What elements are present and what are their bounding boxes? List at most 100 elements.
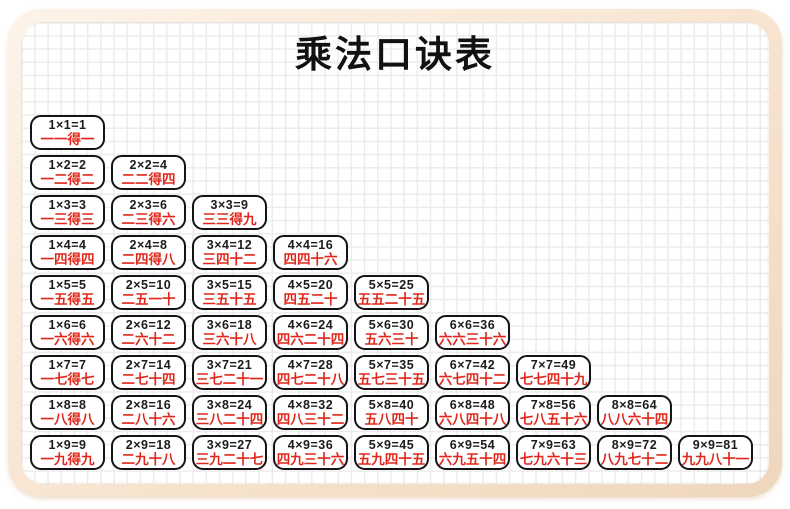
table-row: 1×3=3 一三得三 2×3=6 二三得六 3×3=9 三三得九 — [30, 195, 753, 235]
mnemonic-text: 二九十八 — [121, 452, 176, 467]
equation-text: 2×8=16 — [125, 397, 172, 412]
mnemonic-text: 七九六十三 — [519, 452, 588, 467]
multiplication-cell: 7×9=63 七九六十三 — [516, 435, 591, 470]
equation-text: 4×8=32 — [287, 397, 334, 412]
equation-text: 1×1=1 — [48, 117, 87, 132]
mnemonic-text: 三四十二 — [202, 252, 257, 267]
equation-text: 3×6=18 — [206, 317, 253, 332]
multiplication-cell: 2×4=8 二四得八 — [111, 235, 186, 270]
multiplication-cell: 3×4=12 三四十二 — [192, 235, 267, 270]
equation-text: 3×9=27 — [206, 437, 253, 452]
multiplication-cell: 3×5=15 三五十五 — [192, 275, 267, 310]
mnemonic-text: 八八六十四 — [600, 412, 669, 427]
table-row: 1×1=1 一一得一 — [30, 115, 753, 155]
equation-text: 5×9=45 — [368, 437, 415, 452]
mnemonic-text: 五九四十五 — [357, 452, 426, 467]
equation-text: 6×6=36 — [449, 317, 496, 332]
equation-text: 4×9=36 — [287, 437, 334, 452]
table-row: 1×7=7 一七得七 2×7=14 二七十四 3×7=21 三七二十一 4×7=28 四七二十… — [30, 355, 753, 395]
equation-text: 1×4=4 — [48, 237, 87, 252]
multiplication-cell: 2×6=12 二六十二 — [111, 315, 186, 350]
equation-text: 4×6=24 — [287, 317, 334, 332]
equation-text: 5×7=35 — [368, 357, 415, 372]
multiplication-cell: 1×9=9 一九得九 — [30, 435, 105, 470]
mnemonic-text: 五八四十 — [364, 412, 419, 427]
equation-text: 3×3=9 — [210, 197, 249, 212]
multiplication-cell: 1×5=5 一五得五 — [30, 275, 105, 310]
multiplication-cell: 3×8=24 三八二十四 — [192, 395, 267, 430]
multiplication-cell: 2×3=6 二三得六 — [111, 195, 186, 230]
multiplication-grid: 1×1=1 一一得一 1×2=2 一二得二 2×2=4 二二得四 1×3=3 一三得三 2×3=… — [30, 115, 753, 475]
multiplication-cell: 1×4=4 一四得四 — [30, 235, 105, 270]
table-row: 1×2=2 一二得二 2×2=4 二二得四 — [30, 155, 753, 195]
table-row: 1×8=8 一八得八 2×8=16 二八十六 3×8=24 三八二十四 4×8=32 四八三十… — [30, 395, 753, 435]
equation-text: 8×8=64 — [611, 397, 658, 412]
multiplication-cell: 5×9=45 五九四十五 — [354, 435, 429, 470]
equation-text: 2×3=6 — [129, 197, 168, 212]
equation-text: 2×5=10 — [125, 277, 172, 292]
multiplication-cell: 3×9=27 三九二十七 — [192, 435, 267, 470]
mnemonic-text: 一一得一 — [40, 132, 95, 147]
mnemonic-text: 五六三十 — [364, 332, 419, 347]
equation-text: 3×8=24 — [206, 397, 253, 412]
equation-text: 1×6=6 — [48, 317, 87, 332]
equation-text: 4×7=28 — [287, 357, 334, 372]
multiplication-cell: 6×7=42 六七四十二 — [435, 355, 510, 390]
multiplication-cell: 8×9=72 八九七十二 — [597, 435, 672, 470]
equation-text: 2×7=14 — [125, 357, 172, 372]
multiplication-cell: 3×6=18 三六十八 — [192, 315, 267, 350]
multiplication-cell: 4×4=16 四四十六 — [273, 235, 348, 270]
mnemonic-text: 七七四十九 — [519, 372, 588, 387]
mnemonic-text: 六九五十四 — [438, 452, 507, 467]
mnemonic-text: 一三得三 — [40, 212, 95, 227]
equation-text: 1×7=7 — [48, 357, 87, 372]
table-row: 1×9=9 一九得九 2×9=18 二九十八 3×9=27 三九二十七 4×9=36 四九三十… — [30, 435, 753, 475]
multiplication-cell: 3×7=21 三七二十一 — [192, 355, 267, 390]
mnemonic-text: 九九八十一 — [681, 452, 750, 467]
mnemonic-text: 一八得八 — [40, 412, 95, 427]
multiplication-cell: 2×5=10 二五一十 — [111, 275, 186, 310]
equation-text: 6×9=54 — [449, 437, 496, 452]
mnemonic-text: 四六二十四 — [276, 332, 345, 347]
mnemonic-text: 五七三十五 — [357, 372, 426, 387]
mnemonic-text: 三五十五 — [202, 292, 257, 307]
multiplication-cell: 7×7=49 七七四十九 — [516, 355, 591, 390]
equation-text: 3×5=15 — [206, 277, 253, 292]
equation-text: 4×4=16 — [287, 237, 334, 252]
multiplication-cell: 4×6=24 四六二十四 — [273, 315, 348, 350]
mnemonic-text: 四四十六 — [283, 252, 338, 267]
multiplication-cell: 1×2=2 一二得二 — [30, 155, 105, 190]
multiplication-cell: 5×7=35 五七三十五 — [354, 355, 429, 390]
mnemonic-text: 二二得四 — [121, 172, 176, 187]
multiplication-cell: 1×6=6 一六得六 — [30, 315, 105, 350]
mnemonic-text: 一九得九 — [40, 452, 95, 467]
table-row: 1×6=6 一六得六 2×6=12 二六十二 3×6=18 三六十八 4×6=24 四六二十四… — [30, 315, 753, 355]
equation-text: 1×3=3 — [48, 197, 87, 212]
equation-text: 1×2=2 — [48, 157, 87, 172]
equation-text: 7×9=63 — [530, 437, 577, 452]
multiplication-cell: 6×6=36 六六三十六 — [435, 315, 510, 350]
mnemonic-text: 六六三十六 — [438, 332, 507, 347]
multiplication-cell: 7×8=56 七八五十六 — [516, 395, 591, 430]
equation-text: 9×9=81 — [692, 437, 739, 452]
multiplication-cell: 1×3=3 一三得三 — [30, 195, 105, 230]
equation-text: 7×7=49 — [530, 357, 577, 372]
equation-text: 1×5=5 — [48, 277, 87, 292]
multiplication-cell: 4×8=32 四八三十二 — [273, 395, 348, 430]
equation-text: 3×4=12 — [206, 237, 253, 252]
mnemonic-text: 一五得五 — [40, 292, 95, 307]
mnemonic-text: 二四得八 — [121, 252, 176, 267]
equation-text: 5×8=40 — [368, 397, 415, 412]
equation-text: 2×9=18 — [125, 437, 172, 452]
equation-text: 5×6=30 — [368, 317, 415, 332]
mnemonic-text: 一六得六 — [40, 332, 95, 347]
multiplication-cell: 1×7=7 一七得七 — [30, 355, 105, 390]
mnemonic-text: 三七二十一 — [195, 372, 264, 387]
multiplication-cell: 2×8=16 二八十六 — [111, 395, 186, 430]
mnemonic-text: 六八四十八 — [438, 412, 507, 427]
multiplication-cell: 6×8=48 六八四十八 — [435, 395, 510, 430]
mnemonic-text: 四七二十八 — [276, 372, 345, 387]
poster-frame — [8, 9, 782, 497]
multiplication-cell: 8×8=64 八八六十四 — [597, 395, 672, 430]
mnemonic-text: 三九二十七 — [195, 452, 264, 467]
